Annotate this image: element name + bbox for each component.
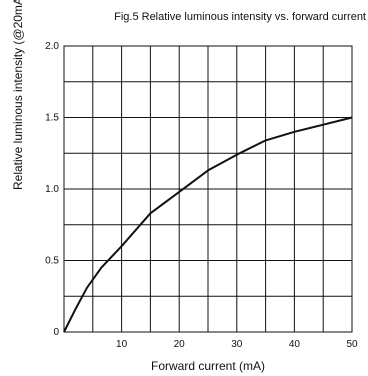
y-tick-label: 2.0 xyxy=(45,41,59,52)
y-tick-label: 1.5 xyxy=(45,113,59,124)
x-tick-label: 50 xyxy=(346,339,358,350)
x-tick-label: 30 xyxy=(231,339,243,350)
x-tick-label: 10 xyxy=(116,339,128,350)
y-tick-label: 1.0 xyxy=(45,184,59,195)
x-tick-label: 20 xyxy=(174,339,186,350)
plot-frame xyxy=(63,45,353,333)
y-tick-label: 0.5 xyxy=(45,256,59,267)
series-line xyxy=(63,116,353,333)
x-tick-label: 40 xyxy=(289,339,301,350)
y-axis-label: Relative luminous intensity (@20mA) xyxy=(11,0,25,190)
chart-title: Fig.5 Relative luminous intensity vs. fo… xyxy=(114,11,366,23)
x-axis-label: Forward current (mA) xyxy=(150,359,266,373)
y-tick-label: 0 xyxy=(53,327,59,338)
